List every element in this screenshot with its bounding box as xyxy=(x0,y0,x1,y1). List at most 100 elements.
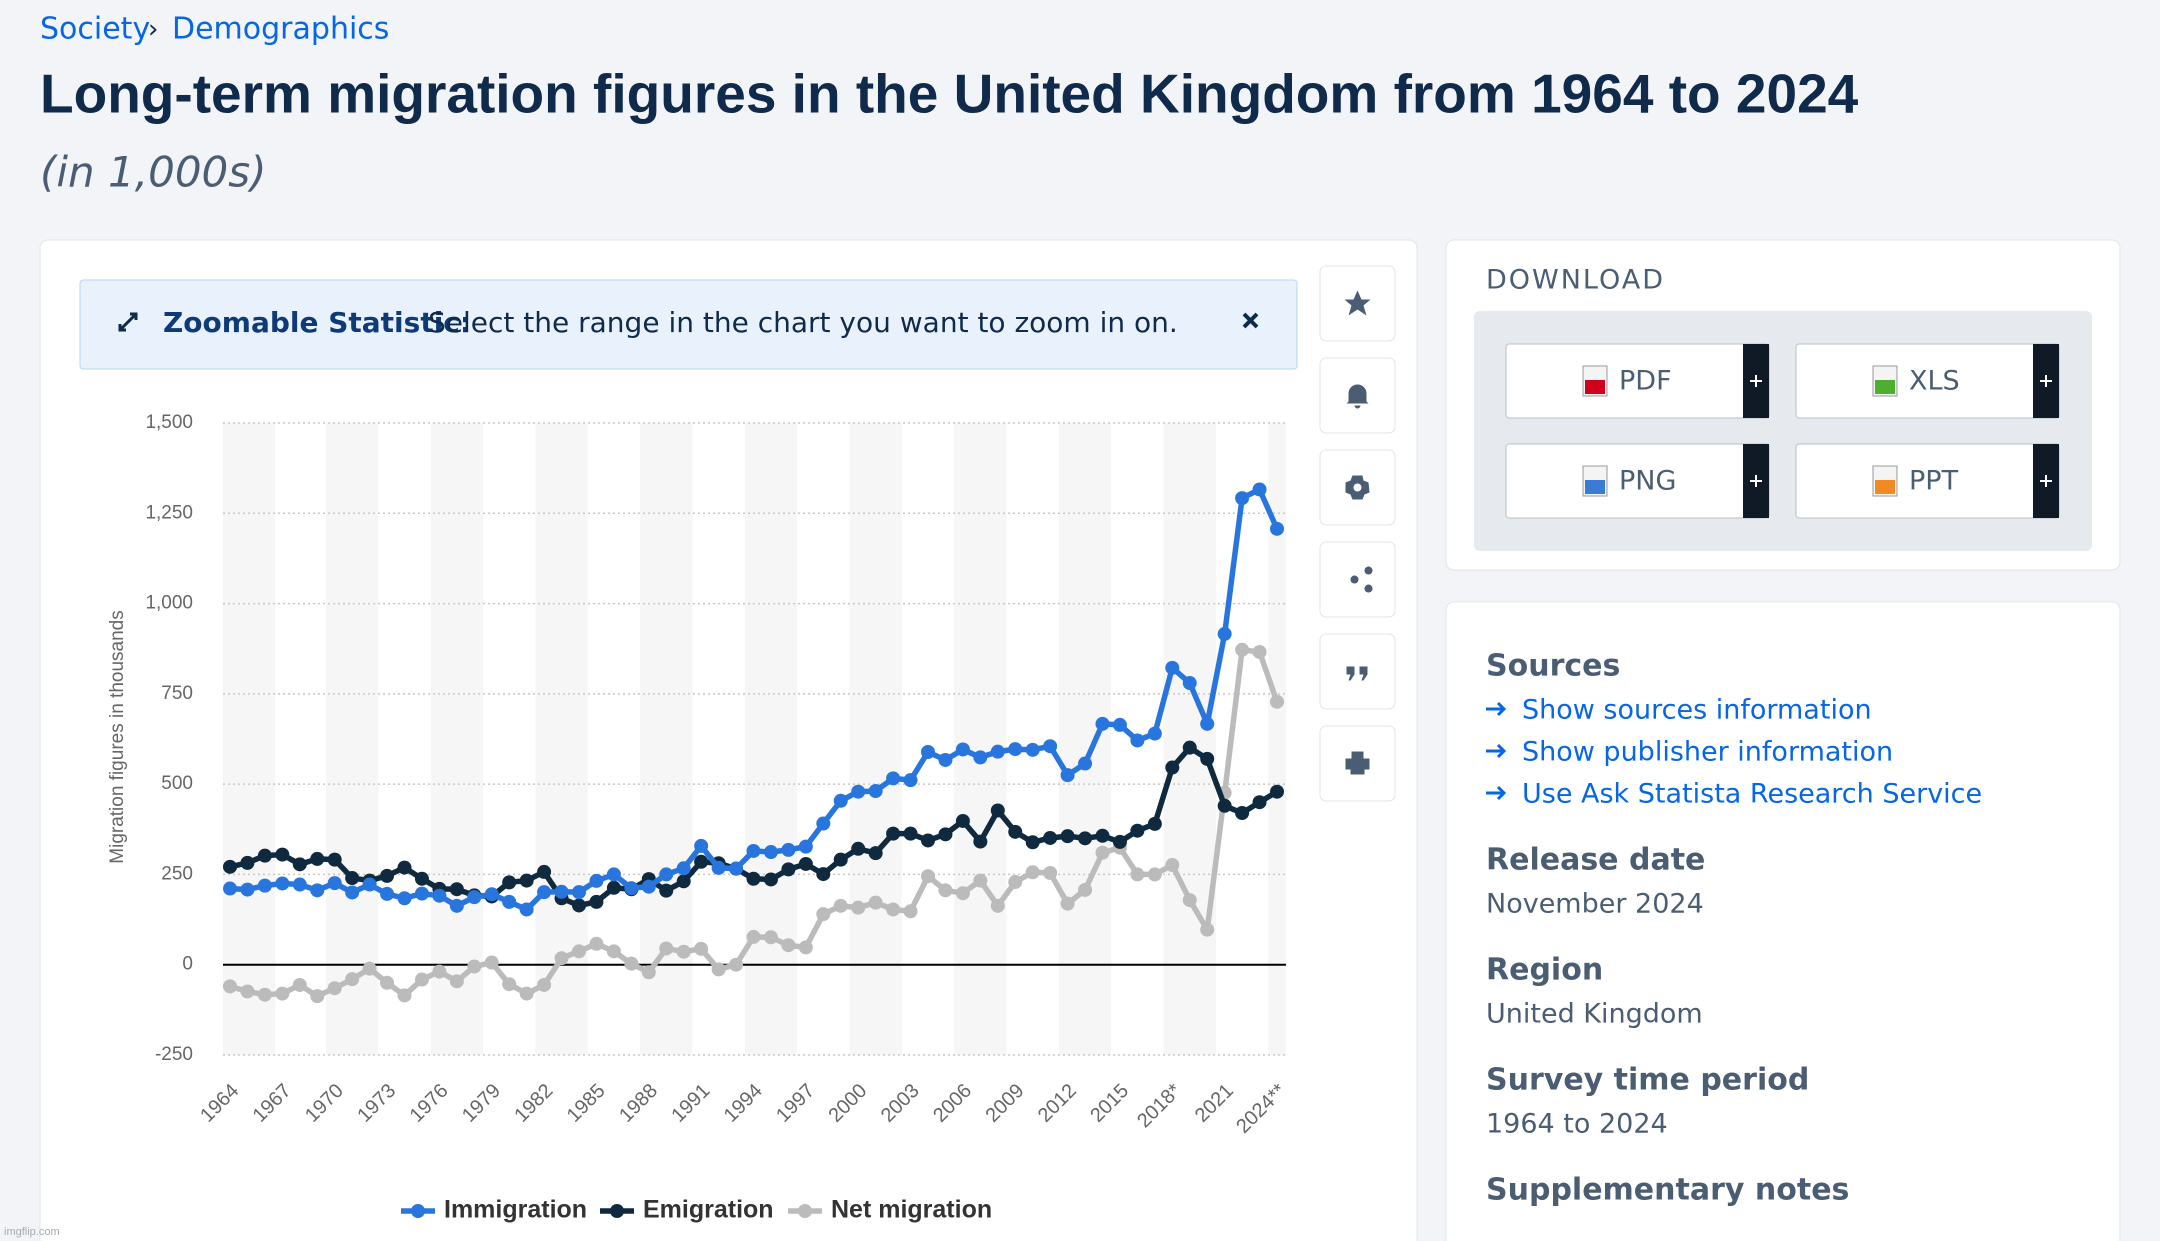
source-link[interactable]: Show publisher information xyxy=(1522,737,1893,768)
data-point xyxy=(973,750,988,765)
data-point xyxy=(519,986,534,1001)
breadcrumb-link[interactable]: Demographics xyxy=(172,12,389,47)
data-point xyxy=(938,752,953,767)
subtitle: (in 1,000s) xyxy=(40,148,267,197)
data-point xyxy=(362,961,377,976)
y-axis-title: Migration figures in thousands xyxy=(107,610,128,863)
icon xyxy=(1345,751,1370,775)
data-point xyxy=(502,977,517,992)
data-point xyxy=(694,941,709,956)
data-point xyxy=(275,986,290,1001)
data-point xyxy=(380,868,395,883)
data-point xyxy=(589,873,604,888)
data-point xyxy=(1165,760,1180,775)
plus-icon xyxy=(1750,475,1762,487)
data-point xyxy=(659,941,674,956)
legend-label[interactable]: Emigration xyxy=(643,1196,774,1224)
breadcrumb-link[interactable]: Society xyxy=(40,12,150,47)
legend-swatch xyxy=(798,1204,812,1218)
close-button[interactable] xyxy=(1242,312,1259,329)
data-point xyxy=(1078,831,1093,846)
data-point xyxy=(816,907,831,922)
data-point xyxy=(1095,828,1110,843)
file-icon-badge xyxy=(1875,480,1895,494)
arrow-icon xyxy=(1486,785,1507,801)
data-point xyxy=(257,987,272,1002)
download-label: PDF xyxy=(1619,366,1672,397)
data-point xyxy=(1130,823,1145,838)
data-point xyxy=(990,898,1005,913)
legend-label[interactable]: Immigration xyxy=(444,1196,587,1224)
data-point xyxy=(380,975,395,990)
data-point xyxy=(449,882,464,897)
y-tick-label: -250 xyxy=(155,1044,193,1065)
data-point xyxy=(1060,829,1075,844)
data-point xyxy=(1008,875,1023,890)
data-point xyxy=(502,875,517,890)
data-point xyxy=(1043,830,1058,845)
data-point xyxy=(868,895,883,910)
data-point xyxy=(1008,742,1023,757)
y-tick-label: 1,000 xyxy=(145,593,193,614)
y-tick-label: 1,500 xyxy=(145,412,193,433)
data-point xyxy=(223,881,237,896)
data-point xyxy=(484,955,499,970)
data-point xyxy=(746,929,761,944)
data-point xyxy=(257,878,272,893)
field-value: 1964 to 2024 xyxy=(1486,1109,1668,1140)
data-point xyxy=(554,951,569,966)
data-point xyxy=(659,867,674,882)
data-point xyxy=(868,846,883,861)
data-point xyxy=(292,857,307,872)
data-point xyxy=(310,883,325,898)
plus-icon xyxy=(2040,475,2052,487)
sources-title: Sources xyxy=(1486,649,1620,684)
data-point xyxy=(676,874,691,889)
data-point xyxy=(798,856,813,871)
data-point xyxy=(763,872,778,887)
data-point xyxy=(537,885,552,900)
cite-button[interactable] xyxy=(1319,633,1396,710)
data-point xyxy=(938,827,953,842)
data-point xyxy=(345,885,360,900)
data-point xyxy=(310,989,325,1004)
plus-icon xyxy=(2040,375,2052,387)
source-link[interactable]: Show sources information xyxy=(1522,695,1872,726)
data-point xyxy=(345,871,360,886)
data-point xyxy=(938,883,953,898)
data-point xyxy=(816,867,831,882)
data-point xyxy=(1235,806,1250,821)
data-point xyxy=(1235,642,1250,657)
source-link[interactable]: Use Ask Statista Research Service xyxy=(1522,779,1982,810)
data-point xyxy=(781,842,796,857)
data-point xyxy=(1270,694,1284,709)
data-point xyxy=(1025,865,1040,880)
data-point xyxy=(240,984,255,999)
data-point xyxy=(729,957,744,972)
data-point xyxy=(519,873,534,888)
data-point xyxy=(694,838,709,853)
data-point xyxy=(624,956,639,971)
data-point xyxy=(362,877,377,892)
data-point xyxy=(397,891,412,906)
icon xyxy=(1350,566,1373,593)
data-point xyxy=(1200,716,1215,731)
data-point xyxy=(729,861,744,876)
column-band xyxy=(1268,423,1286,1055)
data-point xyxy=(921,869,935,884)
data-point xyxy=(1147,726,1162,741)
download-label: PPT xyxy=(1909,466,1959,497)
legend-label[interactable]: Net migration xyxy=(831,1196,992,1224)
data-point xyxy=(798,839,813,854)
breadcrumb-separator: › xyxy=(148,15,158,45)
data-point xyxy=(694,854,709,869)
column-band xyxy=(1058,423,1112,1055)
data-point xyxy=(537,977,552,992)
plus-icon xyxy=(1750,375,1762,387)
data-point xyxy=(380,886,395,901)
data-point xyxy=(1252,795,1267,810)
data-point xyxy=(1217,626,1232,641)
data-point xyxy=(414,871,429,886)
